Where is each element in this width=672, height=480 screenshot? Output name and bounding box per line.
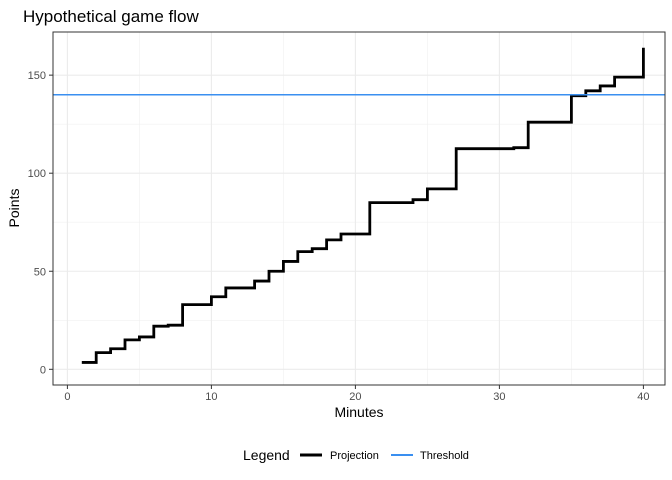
x-tick-label: 20 (349, 391, 361, 403)
legend-label-projection: Projection (330, 450, 379, 462)
y-tick-label: 100 (28, 168, 46, 180)
y-tick-label: 50 (34, 266, 46, 278)
y-tick-label: 150 (28, 70, 46, 82)
y-axis-title: Points (6, 189, 22, 228)
legend-title: Legend (243, 447, 290, 463)
chart-title: Hypothetical game flow (23, 7, 199, 26)
major-gridlines (53, 32, 665, 385)
y-tick-label: 0 (40, 364, 46, 376)
x-axis-title: Minutes (334, 404, 383, 420)
plot-panel (52, 31, 666, 386)
y-axis: 0 50 100 150 (28, 70, 53, 376)
x-tick-label: 10 (205, 391, 217, 403)
legend-label-threshold: Threshold (420, 450, 469, 462)
legend: Legend Projection Threshold (243, 447, 469, 463)
projection-step-line (81, 47, 645, 364)
x-tick-label: 0 (64, 391, 70, 403)
panel-border (52, 31, 666, 386)
minor-gridlines (53, 32, 665, 385)
panel-background (53, 32, 665, 385)
x-tick-label: 40 (637, 391, 649, 403)
x-axis: 0 10 20 30 40 (64, 385, 650, 403)
x-tick-label: 30 (493, 391, 505, 403)
series-layer (53, 47, 665, 364)
